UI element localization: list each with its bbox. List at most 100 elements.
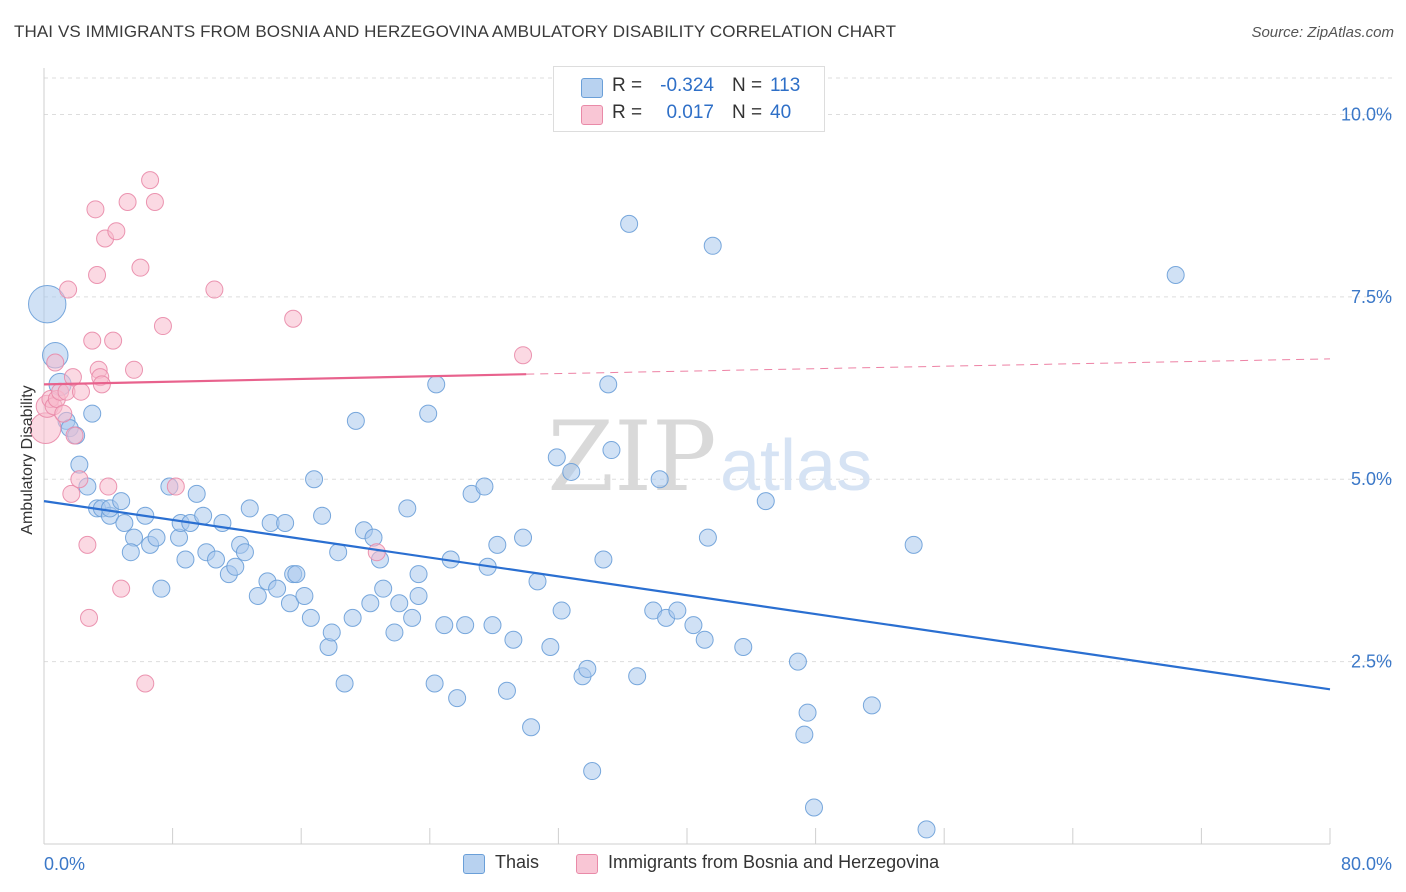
bosnia-point: [118, 193, 137, 212]
y-tick-label: 5.0%: [1351, 469, 1392, 489]
thais-point: [599, 375, 618, 394]
tick-labels: 2.5% 5.0% 7.5% 10.0% 0.0% 80.0%: [44, 104, 1392, 874]
legend-label-bosnia: Immigrants from Bosnia and Herzegovina: [608, 852, 940, 872]
thais-point: [456, 616, 475, 635]
bosnia-point: [86, 200, 105, 219]
legend-swatch-pink: [581, 105, 603, 125]
thais-point: [226, 557, 245, 576]
thais-point: [798, 703, 817, 722]
bosnia-point: [141, 171, 160, 190]
thais-point: [343, 608, 362, 627]
thais-point: [541, 638, 560, 657]
thais-point: [695, 630, 714, 649]
bosnia-point: [78, 535, 97, 554]
thais-point: [194, 506, 213, 525]
bosnia-point: [166, 477, 185, 496]
thais-point: [528, 572, 547, 591]
bosnia-point: [80, 608, 99, 627]
thais-point: [448, 689, 467, 708]
thais-trend-line: [43, 500, 1331, 691]
bosnia-point: [63, 368, 82, 387]
thais-point: [295, 586, 314, 605]
bosnia-point: [284, 309, 303, 328]
thais-point: [187, 484, 206, 503]
thais-point: [361, 594, 380, 613]
thais-point: [346, 411, 365, 430]
thais-point: [207, 550, 226, 569]
thais-point: [398, 499, 417, 518]
thais-point: [319, 638, 338, 657]
bosnia-point: [136, 674, 155, 693]
thais-point: [329, 543, 348, 562]
thais-point: [147, 528, 166, 547]
bosnia-point: [367, 543, 386, 562]
thais-point: [385, 623, 404, 642]
thais-point: [152, 579, 171, 598]
thais-point: [497, 681, 516, 700]
thais-point: [552, 601, 571, 620]
bosnia-point: [62, 484, 81, 503]
thais-point: [804, 798, 823, 817]
thais-point: [684, 616, 703, 635]
thais-point: [628, 667, 647, 686]
thais-point: [374, 579, 393, 598]
bosnia-point: [104, 331, 123, 350]
legend-swatch-blue: [463, 854, 485, 874]
thais-point: [547, 448, 566, 467]
thais-point: [904, 535, 923, 554]
thais-point: [235, 543, 254, 562]
thais-point: [917, 820, 936, 839]
legend-label-thais: Thais: [495, 852, 540, 872]
legend-r-label: R =: [612, 75, 643, 96]
bosnia-point: [88, 265, 107, 284]
chart-title: THAI VS IMMIGRANTS FROM BOSNIA AND HERZE…: [14, 22, 897, 41]
thais-point: [390, 594, 409, 613]
series-legend: Thais Immigrants from Bosnia and Herzego…: [0, 852, 1406, 878]
legend-n-label: N =: [732, 75, 763, 96]
thais-point: [287, 565, 306, 584]
thais-point: [562, 462, 581, 481]
bosnia-point: [107, 222, 126, 241]
thais-point: [313, 506, 332, 525]
grid-layer: [44, 77, 1392, 663]
thais-point: [427, 375, 446, 394]
x-tick-label: 0.0%: [44, 854, 85, 874]
thais-point: [583, 762, 602, 781]
thais-point: [734, 638, 753, 657]
thais-point: [602, 441, 621, 460]
thais-point: [305, 470, 324, 489]
bosnia-point: [71, 382, 90, 401]
axis-layer: [43, 68, 1331, 845]
thais-point: [435, 616, 454, 635]
watermark-atlas: atlas: [720, 426, 872, 506]
thais-point: [322, 623, 341, 642]
x-tick-label: 80.0%: [1341, 854, 1392, 874]
trend-layer: [43, 358, 1331, 691]
thais-point: [594, 550, 613, 569]
bosnia-point: [514, 346, 533, 365]
bosnia-trend-line: [43, 373, 527, 386]
thais-point: [795, 725, 814, 744]
bosnia-point: [46, 353, 65, 372]
thais-point: [248, 586, 267, 605]
thais-point: [620, 214, 639, 233]
legend-row-bosnia: R = 0.017 N = 40: [554, 102, 824, 130]
correlation-legend: R = -0.324 N = 113 R = 0.017 N = 40: [553, 66, 825, 132]
thais-point: [301, 608, 320, 627]
thais-point: [488, 535, 507, 554]
thais-point: [403, 608, 422, 627]
thais-point: [703, 236, 722, 255]
legend-n-value: 40: [770, 102, 792, 123]
legend-swatch-pink: [576, 854, 598, 874]
y-axis-label: Ambulatory Disability: [19, 385, 36, 535]
thais-point: [125, 528, 144, 547]
legend-row-thais: R = -0.324 N = 113: [554, 75, 824, 103]
bosnia-point: [131, 258, 150, 277]
legend-r-label: R =: [612, 102, 643, 123]
bosnia-point: [99, 477, 118, 496]
thais-point: [240, 499, 259, 518]
bosnia-trend-extension: [526, 358, 1331, 375]
thais-point: [176, 550, 195, 569]
bosnia-point: [205, 280, 224, 299]
